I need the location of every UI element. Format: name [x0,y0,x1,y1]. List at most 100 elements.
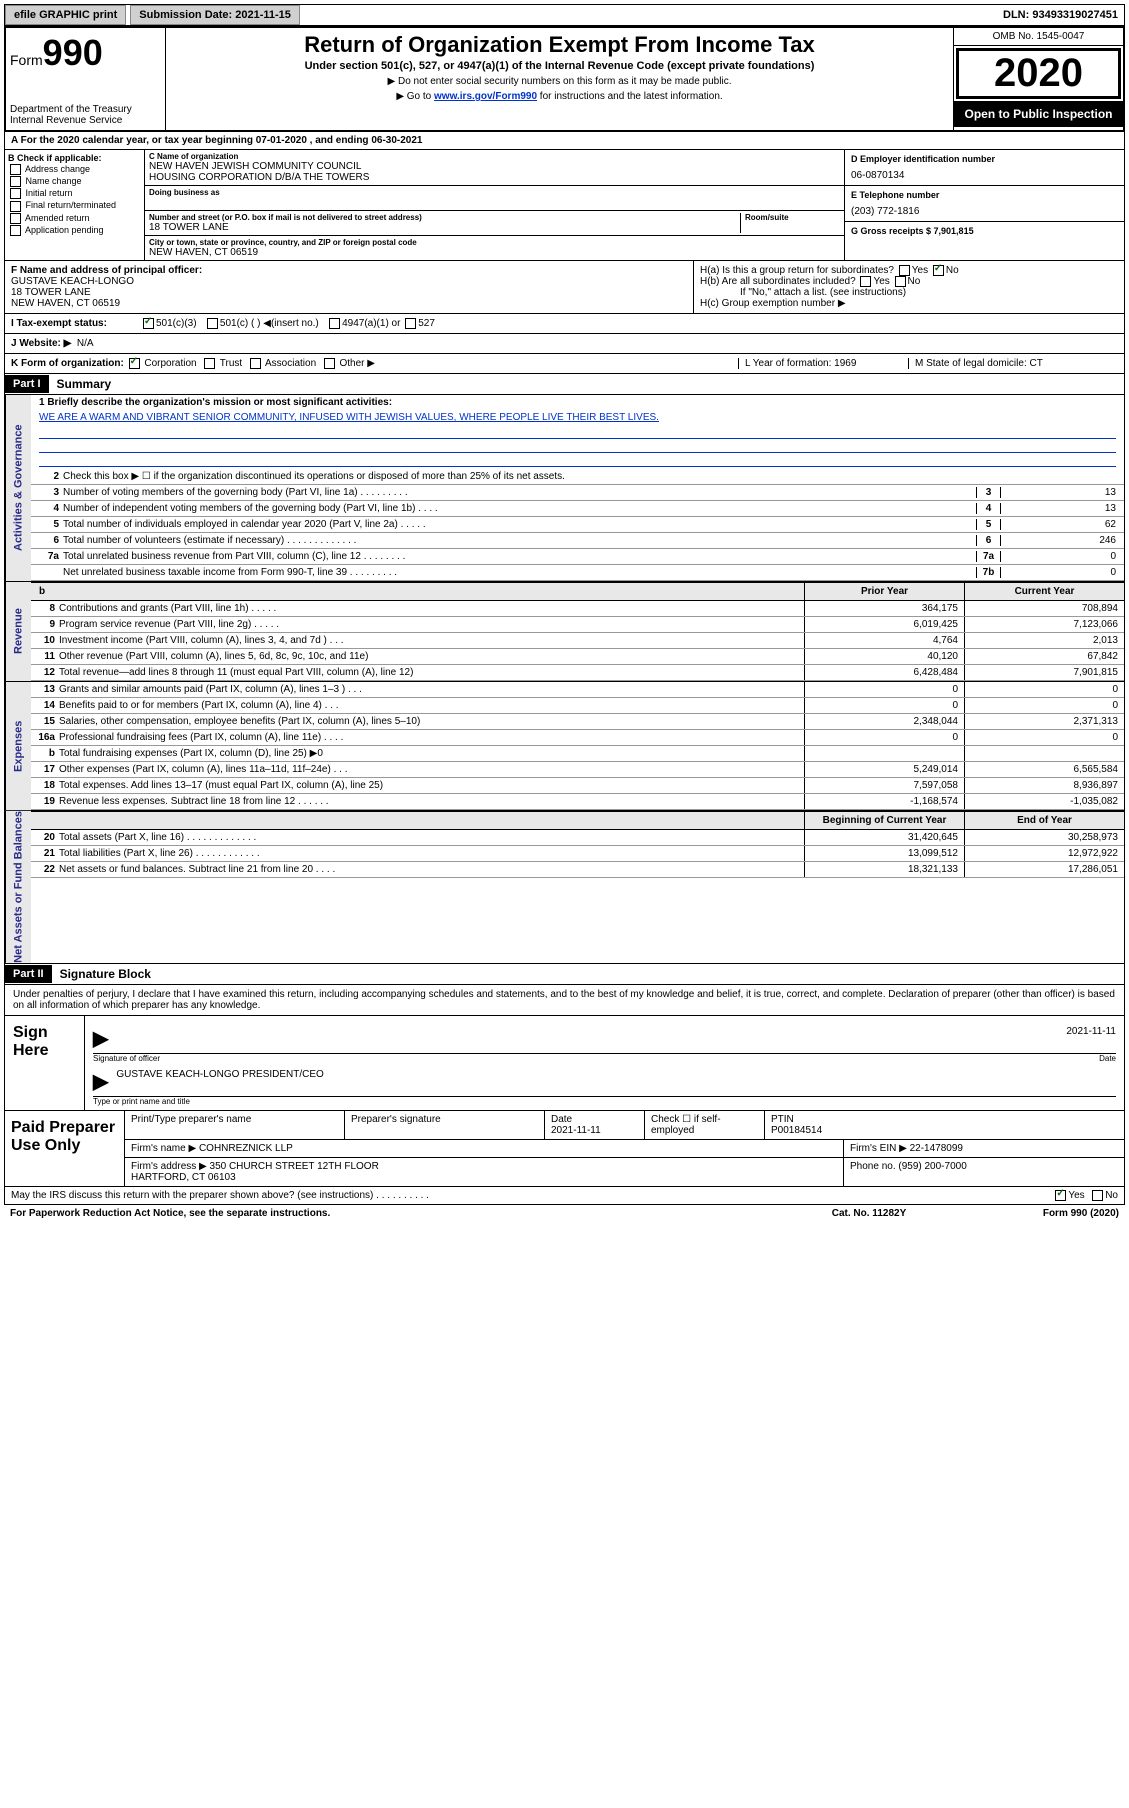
part-2-badge: Part II [5,965,52,983]
officer-addr1: 18 TOWER LANE [11,287,687,298]
dba-label: Doing business as [149,188,840,197]
tel-box: E Telephone number (203) 772-1816 [845,186,1124,222]
hb-note: If "No," attach a list. (see instruction… [700,287,1118,298]
paperwork-notice: For Paperwork Reduction Act Notice, see … [10,1208,769,1219]
row-i: I Tax-exempt status: 501(c)(3) 501(c) ( … [4,314,1125,334]
end-year-hdr: End of Year [964,812,1124,829]
submission-date-button[interactable]: Submission Date: 2021-11-15 [130,5,300,25]
org-name-label: C Name of organization [149,152,840,161]
col-c: C Name of organization NEW HAVEN JEWISH … [145,150,844,260]
col-b-item: Initial return [8,188,141,199]
current-year-hdr: Current Year [964,583,1124,600]
col-b-header: B Check if applicable: [8,153,141,163]
hb-no-checkbox[interactable] [895,276,906,287]
checkbox[interactable] [10,201,21,212]
irs-link[interactable]: www.irs.gov/Form990 [434,91,537,102]
note-post: for instructions and the latest informat… [537,91,723,102]
other-label: Other ▶ [339,358,374,369]
l-year: L Year of formation: 1969 [738,358,908,369]
discuss-yes-checkbox[interactable] [1055,1190,1066,1201]
501c3-label: 501(c)(3) [156,318,197,329]
checkbox[interactable] [10,213,21,224]
527-checkbox[interactable] [405,318,416,329]
revenue-body: b Prior Year Current Year 8Contributions… [31,582,1124,681]
501c-checkbox[interactable] [207,318,218,329]
h-section: H(a) Is this a group return for subordin… [694,261,1124,313]
underline [39,455,1116,467]
open-public-label: Open to Public Inspection [954,101,1123,127]
table-row: 15Salaries, other compensation, employee… [31,714,1124,730]
corp-label: Corporation [144,358,196,369]
form-num: 990 [43,32,103,73]
sign-fields: ▶ 2021-11-11 Signature of officer Date ▶… [85,1016,1124,1110]
j-label: J Website: ▶ [11,338,71,349]
ha-no-checkbox[interactable] [933,265,944,276]
checkbox[interactable] [10,225,21,236]
501c3-checkbox[interactable] [143,318,154,329]
summary-line: 3Number of voting members of the governi… [31,485,1124,501]
governance-section: Activities & Governance 1 Briefly descri… [4,395,1125,582]
sign-here-label: Sign Here [5,1016,85,1110]
officer-typed-name: GUSTAVE KEACH-LONGO PRESIDENT/CEO [116,1069,323,1094]
assoc-label: Association [265,358,316,369]
name-title-label: Type or print name and title [93,1097,1116,1106]
checkbox[interactable] [10,164,21,175]
tel-value: (203) 772-1816 [851,206,1118,217]
prep-r2: Firm's name ▶ COHNREZNICK LLP Firm's EIN… [125,1140,1124,1158]
table-row: 9Program service revenue (Part VIII, lin… [31,617,1124,633]
addr-value: 18 TOWER LANE [149,222,740,233]
ha-yes-checkbox[interactable] [899,265,910,276]
ha-text: H(a) Is this a group return for subordin… [700,265,894,276]
table-row: bTotal fundraising expenses (Part IX, co… [31,746,1124,762]
netassets-section: Net Assets or Fund Balances Beginning of… [4,811,1125,964]
header-left: Form990 Department of the Treasury Inter… [6,28,166,130]
rev-col-header: b Prior Year Current Year [31,582,1124,601]
table-row: 14Benefits paid to or for members (Part … [31,698,1124,714]
hb-yes-checkbox[interactable] [860,276,871,287]
col-b-item: Name change [8,176,141,187]
netassets-body: Beginning of Current Year End of Year 20… [31,811,1124,963]
yes-label: Yes [873,276,889,287]
trust-label: Trust [220,358,242,369]
part-2-title: Signature Block [52,964,159,984]
501c-label: 501(c) ( ) ◀(insert no.) [220,318,319,329]
dba-row: Doing business as [145,186,844,211]
part-2-header: Part II Signature Block [4,964,1125,985]
table-row: 11Other revenue (Part VIII, column (A), … [31,649,1124,665]
revenue-section: Revenue b Prior Year Current Year 8Contr… [4,582,1125,682]
efile-button[interactable]: efile GRAPHIC print [5,5,126,25]
summary-line: 4Number of independent voting members of… [31,501,1124,517]
website-value: N/A [77,338,94,349]
row-f-h: F Name and address of principal officer:… [4,261,1125,314]
city-label: City or town, state or province, country… [149,238,840,247]
omb-label: OMB No. 1545-0047 [954,28,1123,46]
table-row: 8Contributions and grants (Part VIII, li… [31,601,1124,617]
discuss-text: May the IRS discuss this return with the… [11,1190,1053,1201]
part-1-badge: Part I [5,375,49,393]
table-row: 13Grants and similar amounts paid (Part … [31,682,1124,698]
form-word: Form [10,52,43,68]
other-checkbox[interactable] [324,358,335,369]
trust-checkbox[interactable] [204,358,215,369]
checkbox[interactable] [10,188,21,199]
info-grid: B Check if applicable: Address change Na… [4,150,1125,261]
room-label: Room/suite [745,213,840,222]
officer-name: GUSTAVE KEACH-LONGO [11,276,687,287]
part-1-title: Summary [49,374,120,394]
prep-selfemp: Check ☐ if self-employed [645,1111,765,1139]
firm-name: Firm's name ▶ COHNREZNICK LLP [125,1140,844,1157]
discuss-no-checkbox[interactable] [1092,1190,1103,1201]
revenue-vtab: Revenue [5,582,31,681]
cat-no: Cat. No. 11282Y [769,1208,969,1219]
4947-checkbox[interactable] [329,318,340,329]
underline [39,441,1116,453]
footer-notice: For Paperwork Reduction Act Notice, see … [4,1205,1125,1222]
form-title: Return of Organization Exempt From Incom… [174,32,945,58]
table-row: 19Revenue less expenses. Subtract line 1… [31,794,1124,810]
checkbox[interactable] [10,176,21,187]
preparer-row: Paid Preparer Use Only Print/Type prepar… [4,1111,1125,1187]
prep-r1: Print/Type preparer's name Preparer's si… [125,1111,1124,1140]
assoc-checkbox[interactable] [250,358,261,369]
corp-checkbox[interactable] [129,358,140,369]
col-b-item: Final return/terminated [8,200,141,211]
